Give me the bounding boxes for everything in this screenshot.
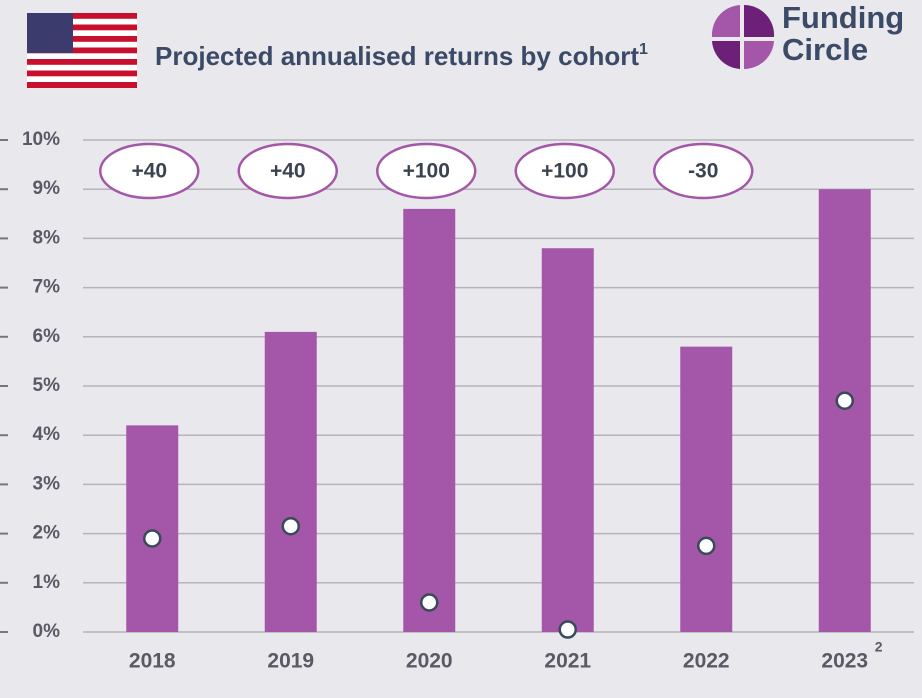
logo-mark (711, 4, 775, 70)
x-tick-label: 2019 (267, 650, 314, 673)
logo-text: Circle (782, 32, 868, 67)
x-tick-label: 2022 (683, 650, 730, 673)
annotation-bubble (99, 142, 200, 200)
annotation-label: +40 (131, 160, 167, 183)
chart-title: Projected annualised returns by cohort1 (155, 41, 648, 71)
y-tick-label: 10% (22, 129, 60, 150)
logo-text: Funding (782, 0, 904, 35)
y-tick-label: 1% (33, 572, 61, 593)
y-tick-label: 3% (33, 473, 61, 494)
marker (420, 593, 439, 612)
marker (281, 516, 300, 536)
bar (818, 189, 871, 632)
annotation-label: -30 (688, 160, 718, 183)
x-tick-label: 2023 (821, 650, 868, 673)
y-tick-label: 5% (33, 375, 61, 396)
y-tick-label: 6% (33, 326, 61, 347)
marker (835, 391, 854, 411)
title-footnote: 1 (639, 41, 648, 58)
x-tick-label: 2020 (406, 650, 453, 673)
annotation-bubble (514, 142, 615, 200)
bar (541, 248, 594, 633)
y-tick-label: 2% (33, 523, 61, 544)
y-tick-label: 0% (33, 621, 61, 642)
y-tick-label: 9% (33, 178, 61, 199)
annotation-label: +100 (541, 160, 588, 183)
annotation-bubble (653, 142, 754, 200)
bar (680, 346, 733, 632)
y-tick-label: 4% (33, 424, 61, 445)
x-tick-footnote: 2 (875, 639, 883, 655)
annotation-bubble (237, 142, 338, 200)
bar (126, 425, 179, 632)
annotation-label: +100 (403, 160, 450, 183)
bar (264, 331, 317, 632)
title-text: Projected annualised returns by cohort (155, 41, 639, 71)
marker (697, 536, 716, 556)
y-tick-label: 7% (33, 277, 61, 298)
annotation-label: +40 (270, 160, 306, 183)
bar (403, 208, 456, 632)
us-flag (27, 13, 137, 88)
x-tick-label: 2018 (129, 650, 176, 673)
marker (558, 620, 577, 639)
marker (143, 529, 162, 548)
x-tick-label: 2021 (544, 650, 591, 673)
y-tick-label: 8% (33, 227, 61, 248)
annotation-bubble (376, 142, 477, 200)
